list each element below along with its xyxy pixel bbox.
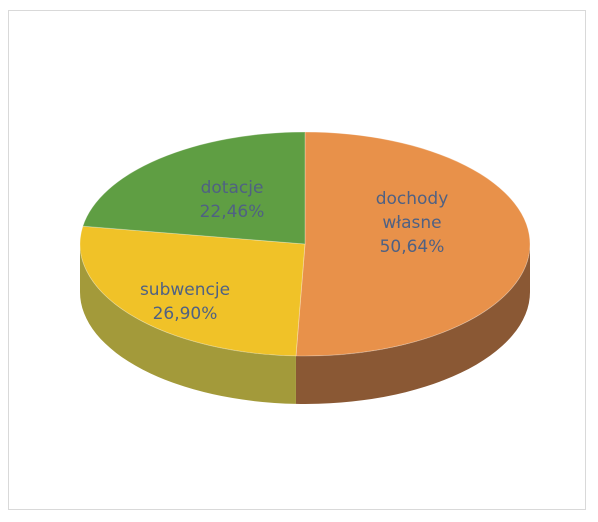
slice-dotacje-label-line: 22,46% <box>200 202 265 222</box>
slice-subwencje-label: subwencje 26,90% <box>140 280 230 324</box>
slice-dochody-wlasne-label-line: dochody <box>376 189 449 209</box>
slice-dochody-wlasne-side <box>295 244 530 404</box>
slice-subwencje-label-line: 26,90% <box>153 304 218 324</box>
pie-labels: dochody własne 50,64% subwencje 26,90% dotacj… <box>140 178 448 324</box>
slice-subwencje <box>79 225 306 357</box>
slice-dotacje-label-line: dotacje <box>201 178 264 198</box>
slice-subwencje-label-line: subwencje <box>140 280 230 300</box>
slice-dochody-wlasne-label-line: własne <box>382 213 441 233</box>
pie-slices <box>79 131 531 357</box>
slice-dotacje-label: dotacje 22,46% <box>200 178 265 222</box>
slice-dochody-wlasne-label-line: 50,64% <box>380 237 445 257</box>
pie-sides <box>80 244 530 404</box>
slice-dochody-wlasne-label: dochody własne 50,64% <box>376 189 449 257</box>
slice-subwencje-side <box>80 244 296 404</box>
slice-dotacje <box>82 131 306 245</box>
slice-dochody-wlasne <box>295 131 531 357</box>
